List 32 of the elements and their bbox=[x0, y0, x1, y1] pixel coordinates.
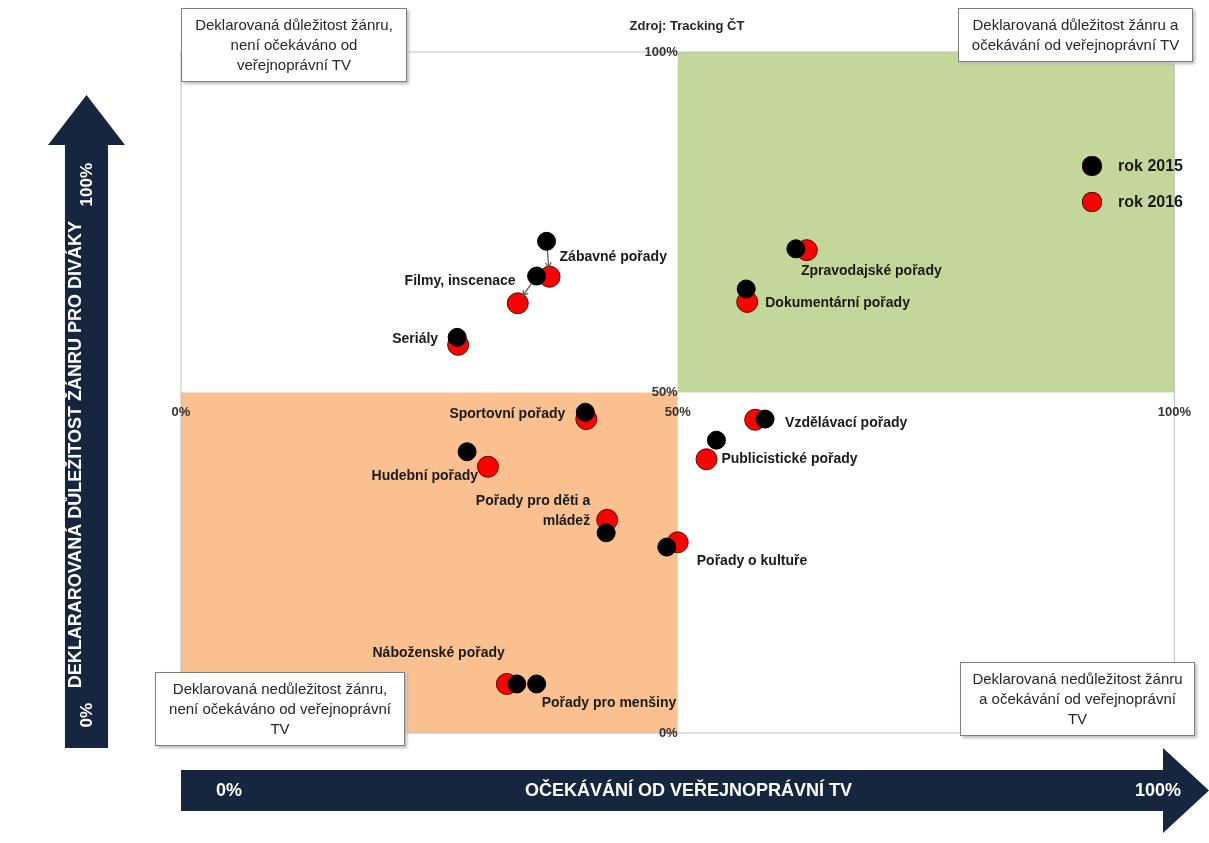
text: Zdroj: Tracking ČT bbox=[629, 18, 745, 33]
x-tick-label: 0% bbox=[171, 403, 191, 419]
text: 100% bbox=[1134, 780, 1181, 800]
y-tick-label: 50% bbox=[651, 384, 679, 400]
annotation: Deklarovaná nedůležitost žánru a očekávání od veřejnoprávní TV bbox=[960, 662, 1195, 736]
x-axis-title: OČEKÁVÁNÍ OD VEŘEJNOPRÁVNÍ TV bbox=[524, 780, 853, 801]
annotation: Zábavné pořady bbox=[559, 248, 668, 265]
annotation: Deklarovaná důležitost žánru, není očekáváno od veřejnoprávní TV bbox=[181, 8, 407, 82]
annotation: Zpravodajské pořady bbox=[800, 261, 942, 278]
annotation: Deklarovaná nedůležitost žánru, není očekáváno od veřejnoprávní TV bbox=[155, 672, 405, 746]
legend-label: rok 2016 bbox=[1118, 193, 1183, 211]
x-tick-label: 100% bbox=[1157, 403, 1192, 419]
annotation: Pořady pro menšiny bbox=[541, 693, 677, 710]
text: 100% bbox=[76, 163, 96, 207]
text: 0% bbox=[76, 703, 96, 728]
annotation: Pořady o kultuře bbox=[696, 551, 808, 568]
text: 0% bbox=[216, 780, 243, 800]
annotation: Hudební pořady bbox=[371, 466, 479, 483]
y-axis-title: DEKLARAROVANÁ DŮLEŽITOST ŽÁNRU PRO DIVÁKY bbox=[63, 221, 86, 689]
annotation: Dokumentární pořady bbox=[765, 293, 911, 310]
y-tick-label: 100% bbox=[644, 43, 679, 59]
annotation: Sportovní pořady bbox=[449, 405, 566, 422]
annotation: Seriály bbox=[392, 330, 439, 347]
annotation: Filmy, inscenace bbox=[404, 271, 516, 288]
annotation: Pořady pro děti a mládež bbox=[475, 491, 591, 528]
annotation: Publicistické pořady bbox=[721, 450, 858, 467]
x-tick-label: 50% bbox=[664, 403, 692, 419]
legend-label: rok 2015 bbox=[1118, 157, 1183, 175]
annotation: Náboženské pořady bbox=[372, 643, 505, 660]
annotation: Vzdělávací pořady bbox=[785, 413, 908, 430]
annotation: Deklarovaná důležitost žánru a očekávání od veřejnoprávní TV bbox=[958, 8, 1193, 62]
y-tick-label: 0% bbox=[658, 724, 679, 740]
